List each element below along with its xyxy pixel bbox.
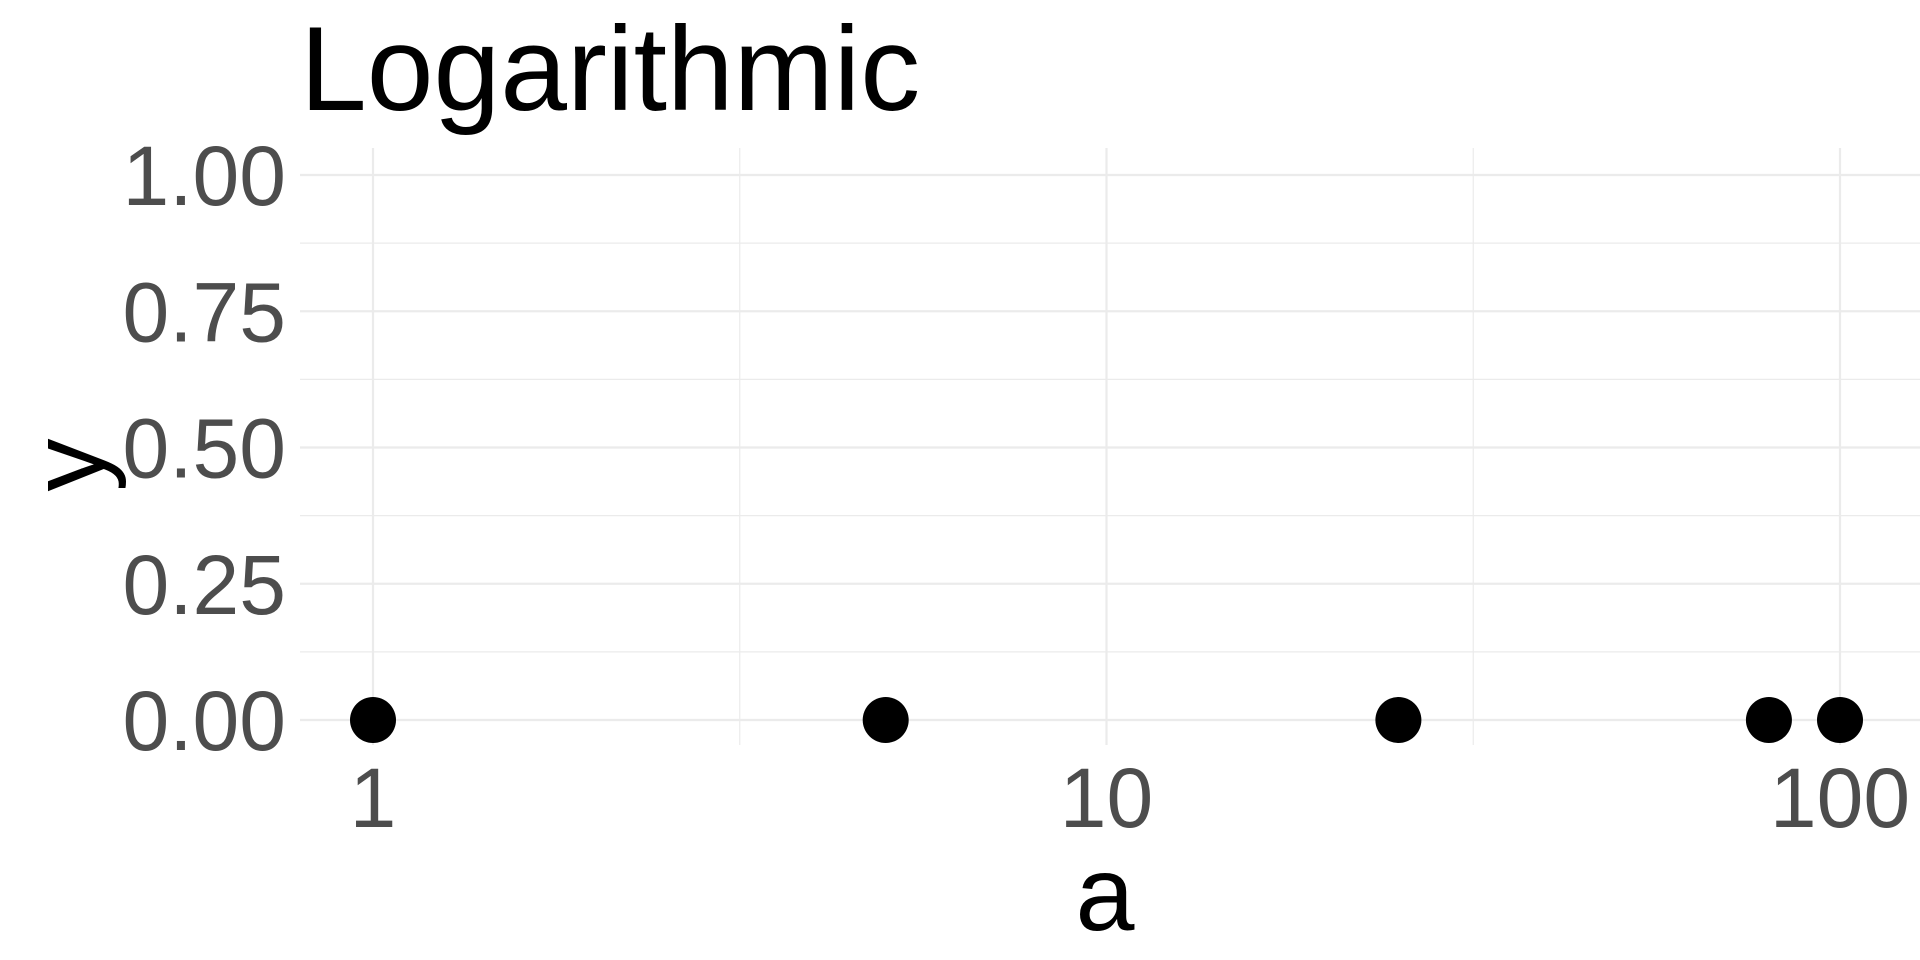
x-axis-title: a <box>1076 835 1135 953</box>
data-point <box>1375 697 1422 743</box>
chart-title: Logarithmic <box>300 2 920 136</box>
y-axis-title: y <box>9 439 127 492</box>
y-tick-label: 0.25 <box>123 538 287 632</box>
data-point <box>1817 697 1863 743</box>
x-tick-label: 100 <box>1770 751 1910 845</box>
y-tick-label: 0.50 <box>123 402 287 496</box>
y-tick-label: 0.00 <box>123 674 287 768</box>
x-axis-ticks: 1 10 100 <box>350 751 1910 845</box>
data-point <box>1745 697 1792 743</box>
y-axis-ticks: 0.00 0.25 0.50 0.75 1.00 <box>123 129 287 768</box>
data-points <box>350 697 1863 743</box>
y-tick-label: 1.00 <box>123 129 287 223</box>
grid-lines <box>300 148 1920 745</box>
data-point <box>350 697 396 743</box>
x-tick-label: 10 <box>1060 751 1153 845</box>
y-tick-label: 0.75 <box>123 265 287 359</box>
data-point <box>862 697 909 743</box>
x-tick-label: 1 <box>350 751 397 845</box>
